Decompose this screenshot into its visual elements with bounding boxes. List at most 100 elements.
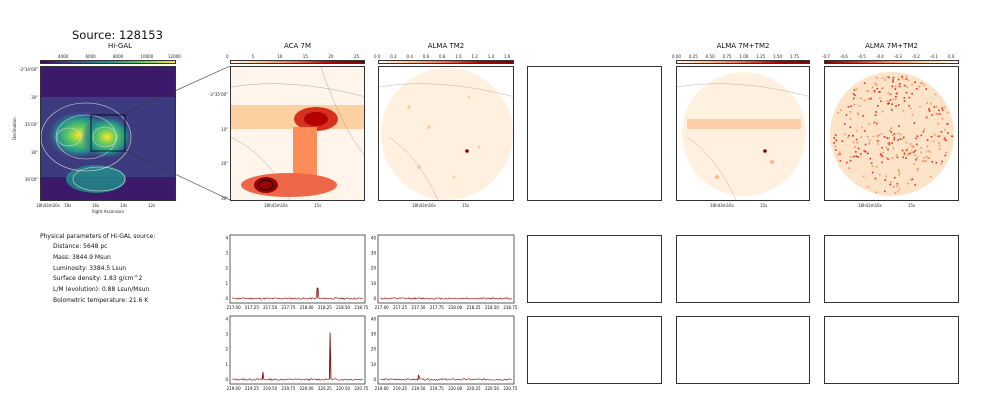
speckle: [913, 163, 915, 165]
speckle: [901, 75, 903, 78]
speckle: [912, 146, 915, 148]
speckle: [868, 123, 871, 125]
param-line: Surface density: 1.83 g/cm^2: [53, 275, 143, 283]
speckle: [938, 142, 940, 144]
speckle: [907, 182, 909, 185]
speckle: [892, 76, 895, 79]
x-tick-label: 218.50: [336, 305, 350, 310]
speckle: [946, 111, 949, 114]
speckle: [855, 155, 858, 157]
speckle: [938, 113, 940, 116]
speckle: [896, 183, 899, 185]
speckle: [868, 143, 870, 145]
speckle: [931, 161, 934, 163]
almatm2-image: [378, 66, 514, 201]
tick-label: 15s: [908, 203, 916, 208]
speckle: [943, 106, 946, 109]
speckle: [945, 139, 947, 142]
speckle: [891, 109, 893, 111]
empty-spectrum-r1c5: [824, 235, 959, 303]
speckle: [939, 113, 941, 115]
alma7mtm2-neg-colorbar: [824, 60, 959, 64]
spectrum-frame: [229, 234, 366, 304]
speckle: [928, 110, 931, 112]
x-tick-label: 219.75: [281, 386, 295, 391]
speckle: [834, 145, 837, 148]
y-tick-label: 40: [371, 317, 377, 322]
speckle: [933, 106, 935, 108]
empty-spectrum-r1c4: [676, 235, 810, 303]
x-tick-label: 219.50: [263, 386, 277, 391]
speckle: [850, 105, 852, 108]
x-tick-label: 220.25: [318, 386, 332, 391]
y-tick-label: 1: [225, 281, 228, 286]
speckle: [903, 97, 906, 99]
speckle: [938, 148, 941, 150]
tick-label: 18s: [64, 203, 72, 208]
speckle: [891, 103, 893, 105]
speckle: [878, 134, 880, 137]
tick-label: 15s: [314, 203, 322, 208]
speckle: [863, 99, 866, 102]
speckle: [888, 142, 891, 144]
speckle: [863, 82, 866, 84]
speckle: [931, 114, 934, 116]
speckle: [897, 169, 900, 171]
source-title: Source: 128153: [72, 28, 163, 42]
spectrum-line: [232, 332, 363, 381]
speckle: [914, 154, 916, 157]
speckle: [876, 122, 878, 125]
tick-label: -0.5: [858, 54, 866, 59]
speckle: [943, 138, 946, 140]
speckle: [895, 92, 898, 95]
x-tick-label: 220.75: [354, 386, 368, 391]
y-tick-label: 4: [225, 236, 228, 241]
speckle: [882, 77, 884, 79]
speckle: [836, 154, 839, 156]
speckle: [891, 85, 894, 88]
speckle: [916, 135, 919, 137]
y-tick-label: 20: [371, 347, 377, 352]
speckle: [903, 136, 905, 139]
speckle: [857, 156, 859, 158]
tick-label: 18h43m16s: [710, 203, 734, 208]
speckle: [852, 134, 854, 137]
speckle: [898, 125, 900, 127]
speckle: [873, 90, 876, 92]
speckle: [913, 151, 915, 153]
x-tick-label: 219.25: [245, 386, 259, 391]
speckle: [922, 157, 925, 159]
speckle: [862, 115, 864, 117]
speckle: [850, 156, 852, 158]
speckle: [889, 99, 892, 101]
speckle: [862, 175, 865, 178]
speckle: [903, 154, 906, 156]
alma7mtm2-colorbar: [676, 60, 810, 64]
speckle: [903, 152, 906, 155]
speckle: [845, 114, 848, 116]
speckle: [871, 165, 874, 167]
speckle: [899, 138, 902, 140]
speckle: [901, 149, 904, 152]
speckle: [926, 145, 929, 148]
speckle: [895, 154, 898, 156]
speckle: [881, 87, 883, 90]
speckle: [879, 153, 882, 155]
speckle: [855, 88, 858, 90]
speckle: [898, 170, 900, 173]
speckle: [898, 173, 901, 176]
tick-label: 25: [354, 54, 360, 59]
speckle: [888, 102, 890, 105]
tick-label: 10: [277, 54, 283, 59]
speckle: [839, 159, 842, 162]
x-tick-label: 217.50: [411, 305, 425, 310]
speckle: [840, 109, 842, 112]
param-line: L/M (evolution): 0.88 Lsun/Msun: [53, 286, 150, 294]
higal-title: Hi-GAL: [107, 42, 133, 50]
speckle: [897, 139, 899, 141]
x-tick-label: 218.50: [485, 305, 499, 310]
x-tick-label: 220.25: [467, 386, 481, 391]
x-tick-label: 220.75: [503, 386, 517, 391]
speckle: [896, 156, 899, 159]
speckle: [930, 135, 933, 138]
